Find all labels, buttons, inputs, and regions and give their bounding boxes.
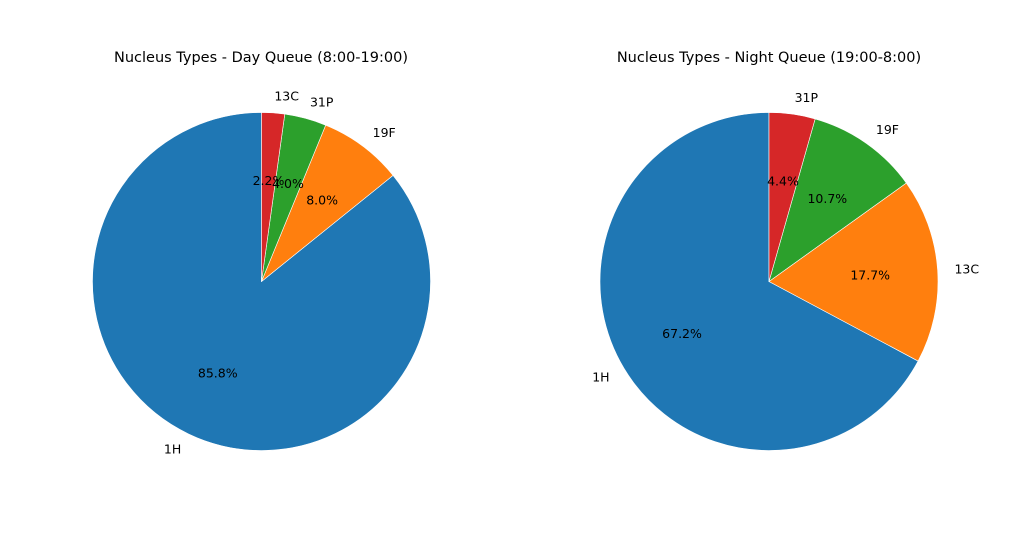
night-queue-slice-label-19f: 19F bbox=[876, 122, 899, 137]
night-queue-pie-chart: Nucleus Types - Night Queue (19:00-8:00)… bbox=[592, 50, 979, 451]
night-queue-slice-31p bbox=[768, 112, 816, 282]
night-queue-slices bbox=[599, 112, 939, 451]
night-queue-slice-label-1h: 1H bbox=[592, 370, 609, 385]
day-queue-pct-label-19f: 8.0% bbox=[306, 193, 338, 208]
day-queue-slices bbox=[92, 112, 431, 451]
day-queue-slice-label-31p: 31P bbox=[310, 95, 334, 110]
day-queue-slice-label-13c: 13C bbox=[274, 89, 299, 104]
night-queue-pct-label-1h: 67.2% bbox=[662, 326, 702, 341]
day-queue-chart-title: Nucleus Types - Day Queue (8:00-19:00) bbox=[114, 50, 408, 66]
day-queue-pct-label-1h: 85.8% bbox=[198, 365, 238, 380]
night-queue-pct-label-31p: 4.4% bbox=[767, 174, 799, 189]
day-queue-slice-13c bbox=[261, 112, 286, 282]
night-queue-pct-label-19f: 10.7% bbox=[807, 191, 847, 206]
night-queue-slice-label-31p: 31P bbox=[795, 90, 819, 105]
night-queue-labels: 1H 67.2% 13C 17.7% 19F 10.7% 31P 4.4% bbox=[592, 90, 979, 385]
night-queue-chart-title: Nucleus Types - Night Queue (19:00-8:00) bbox=[617, 50, 921, 66]
day-queue-pie-chart: Nucleus Types - Day Queue (8:00-19:00) 1… bbox=[92, 50, 431, 457]
day-queue-slice-label-19f: 19F bbox=[373, 125, 396, 140]
night-queue-slice-label-13c: 13C bbox=[954, 262, 979, 277]
day-queue-pct-label-31p: 4.0% bbox=[272, 176, 304, 191]
day-queue-slice-label-1h: 1H bbox=[164, 442, 181, 457]
night-queue-slice-1h bbox=[599, 112, 919, 451]
day-queue-labels: 1H 85.8% 19F 8.0% 31P 4.0% 13C 2.2% bbox=[164, 89, 396, 457]
night-queue-pct-label-13c: 17.7% bbox=[850, 267, 890, 282]
night-queue-slice-13c bbox=[768, 182, 939, 362]
day-queue-pct-label-13c: 2.2% bbox=[253, 173, 285, 188]
night-queue-slice-19f bbox=[768, 118, 907, 282]
